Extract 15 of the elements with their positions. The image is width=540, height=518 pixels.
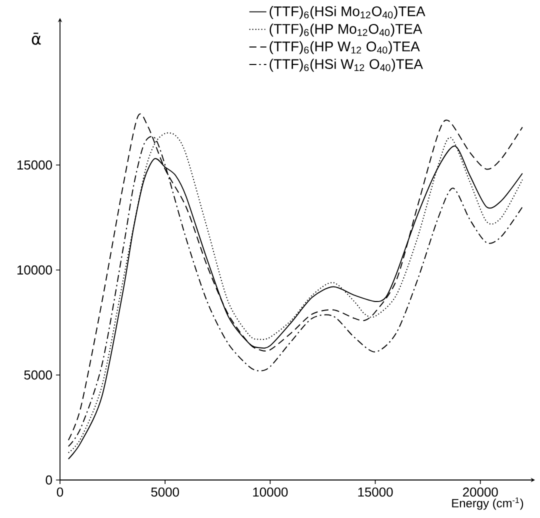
x-tick-label: 5000	[151, 488, 179, 497]
y-axis-title: ᾱ	[32, 32, 41, 45]
x-tick-label: 0	[56, 488, 64, 497]
x-axis-title: Energy (cm$^{-1}$)	[452, 497, 524, 510]
y-tick-label: 15000	[17, 160, 52, 170]
legend-label: (TTF)$_{6}$(HP W$_{12}$ O$_{40}$)TEA	[270, 41, 420, 54]
y-tick-label: 5000	[24, 370, 52, 380]
x-tick-label: 20000	[463, 488, 498, 497]
legend-label: (TTF)$_{6}$(HSi W$_{12}$ O$_{40}$)TEA	[270, 58, 423, 72]
legend-label: (TTF)$_{6}$(HSi Mo$_{12}$O$_{40}$)TEA	[270, 6, 426, 20]
y-tick-label: 0	[46, 475, 52, 485]
legend-label: (TTF)$_{6}$(HP Mo$_{12}$O$_{40}$)TEA	[270, 24, 422, 37]
y-tick-label: 10000	[17, 265, 52, 275]
x-tick-label: 15000	[358, 488, 393, 497]
x-tick-label: 10000	[253, 488, 288, 497]
